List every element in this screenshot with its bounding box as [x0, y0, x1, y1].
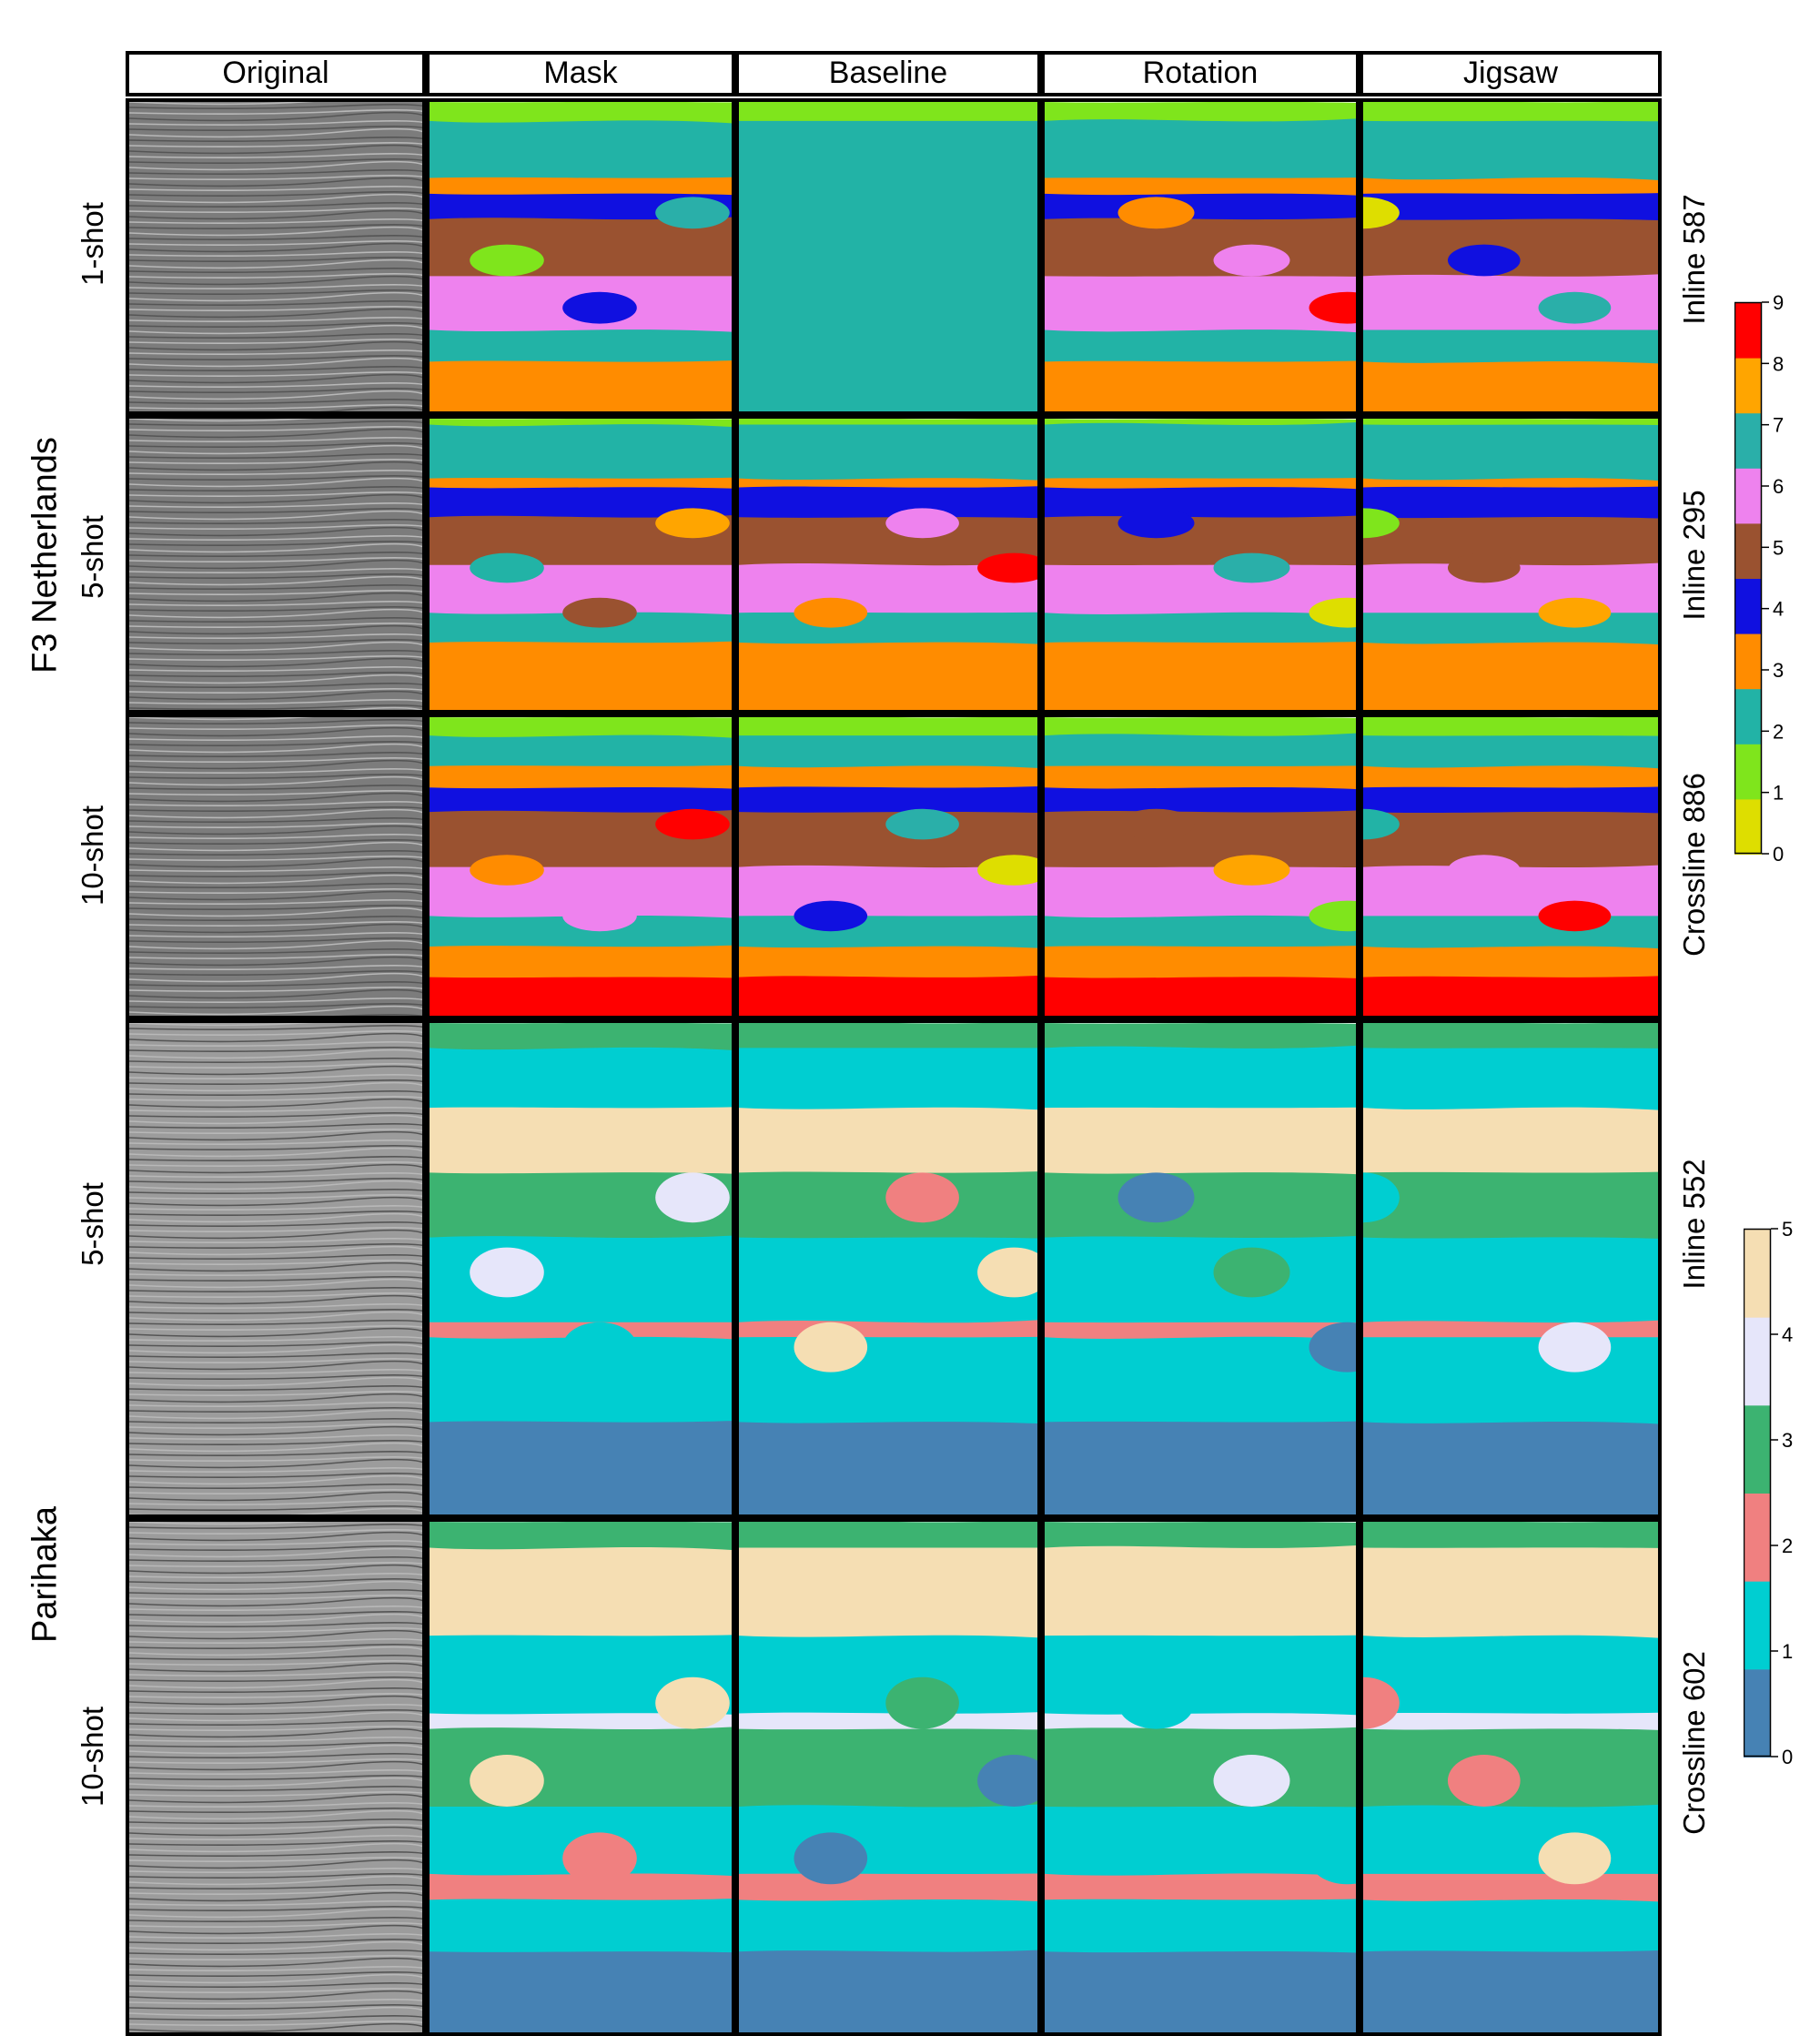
column-header-baseline: Baseline: [735, 51, 1041, 96]
row-label-shot: 1-shot: [76, 202, 109, 286]
colorbar-segment: [1734, 688, 1762, 745]
column-header-original: Original: [126, 51, 426, 96]
row-label-section: Inline 295: [1677, 490, 1711, 621]
row-label-shot: 5-shot: [76, 515, 109, 599]
segmentation-result-image: [426, 1019, 735, 1518]
segmentation-result-image: [1041, 1518, 1360, 2036]
colorbar-segment: [1744, 1404, 1771, 1494]
segmentation-result-image: [735, 1019, 1041, 1518]
group-label-parihaka: Parihaka: [25, 1506, 65, 1643]
colorbar-segment: [1734, 412, 1762, 469]
segmentation-result-image: [735, 98, 1041, 415]
colorbar-segment: [1744, 1493, 1771, 1582]
segmentation-result-image: [1360, 714, 1662, 1019]
colorbar-tick-label: 8: [1773, 352, 1784, 375]
colorbar-segment: [1734, 633, 1762, 690]
segmentation-result-image: [1041, 1019, 1360, 1518]
segmentation-result-image: [1360, 1019, 1662, 1518]
segmentation-result-image: [735, 714, 1041, 1019]
colorbar-tick-label: 4: [1782, 1323, 1793, 1346]
colorbar-tick-label: 6: [1773, 475, 1784, 498]
segmentation-result-image: [426, 98, 735, 415]
segmentation-result-image: [426, 415, 735, 714]
seismic-section-image: [126, 1019, 426, 1518]
colorbar-segment: [1734, 798, 1762, 855]
colorbar-tick-label: 3: [1782, 1429, 1793, 1452]
segmentation-result-image: [1360, 415, 1662, 714]
colorbar-tick-label: 3: [1773, 659, 1784, 682]
segmentation-result-image: [1041, 415, 1360, 714]
segmentation-result-image: [426, 714, 735, 1019]
seismic-section-image: [126, 714, 426, 1019]
group-label-f3-netherlands: F3 Netherlands: [25, 437, 65, 674]
segmentation-result-image: [1360, 98, 1662, 415]
colorbar-tick-label: 2: [1773, 720, 1784, 743]
colorbar-tick-label: 4: [1773, 598, 1784, 621]
colorbar-tick-label: 2: [1782, 1535, 1793, 1557]
colorbar-segment: [1734, 467, 1762, 524]
row-label-shot: 5-shot: [76, 1182, 109, 1266]
colorbar-segment: [1734, 743, 1762, 800]
colorbar-segment: [1734, 578, 1762, 634]
row-label-section: Crossline 602: [1677, 1651, 1711, 1835]
colorbar-segment: [1734, 357, 1762, 414]
seismic-section-image: [126, 415, 426, 714]
segmentation-result-image: [1360, 1518, 1662, 2036]
row-label-section: Inline 587: [1677, 194, 1711, 325]
segmentation-result-image: [735, 415, 1041, 714]
seismic-section-image: [126, 1518, 426, 2036]
row-label-section: Crossline 886: [1677, 773, 1711, 957]
colorbar-segment: [1744, 1229, 1771, 1318]
colorbar-tick-label: 0: [1782, 1746, 1793, 1766]
colorbar-tick-label: 5: [1782, 1220, 1793, 1241]
colorbar-tick-label: 5: [1773, 536, 1784, 559]
segmentation-result-image: [1041, 714, 1360, 1019]
column-header-rotation: Rotation: [1041, 51, 1360, 96]
colorbar-segment: [1744, 1668, 1771, 1757]
segmentation-result-image: [735, 1518, 1041, 2036]
colorbar-gradient: 0 1 2 3 4 5: [1744, 1220, 1793, 1766]
row-label-shot: 10-shot: [76, 805, 109, 907]
colorbar-tick-label: 7: [1773, 414, 1784, 437]
colorbar-gradient: 0 1 2 3 4 5 6 7 8 9: [1734, 293, 1784, 863]
colorbar-tick-label: 1: [1773, 782, 1784, 805]
colorbar-segment: [1744, 1316, 1771, 1406]
column-header-jigsaw: Jigsaw: [1360, 51, 1662, 96]
colorbar-segment: [1734, 302, 1762, 359]
colorbar-segment: [1744, 1580, 1771, 1670]
segmentation-result-image: [426, 1518, 735, 2036]
segmentation-result-image: [1041, 98, 1360, 415]
row-label-shot: 10-shot: [76, 1706, 109, 1808]
colorbar-segment: [1734, 522, 1762, 579]
seismic-section-image: [126, 98, 426, 415]
column-header-mask: Mask: [426, 51, 735, 96]
colorbar-tick-label: 0: [1773, 843, 1784, 863]
row-label-section: Inline 552: [1677, 1159, 1711, 1290]
colorbar-tick-label: 1: [1782, 1640, 1793, 1663]
colorbar-tick-label: 9: [1773, 293, 1784, 314]
